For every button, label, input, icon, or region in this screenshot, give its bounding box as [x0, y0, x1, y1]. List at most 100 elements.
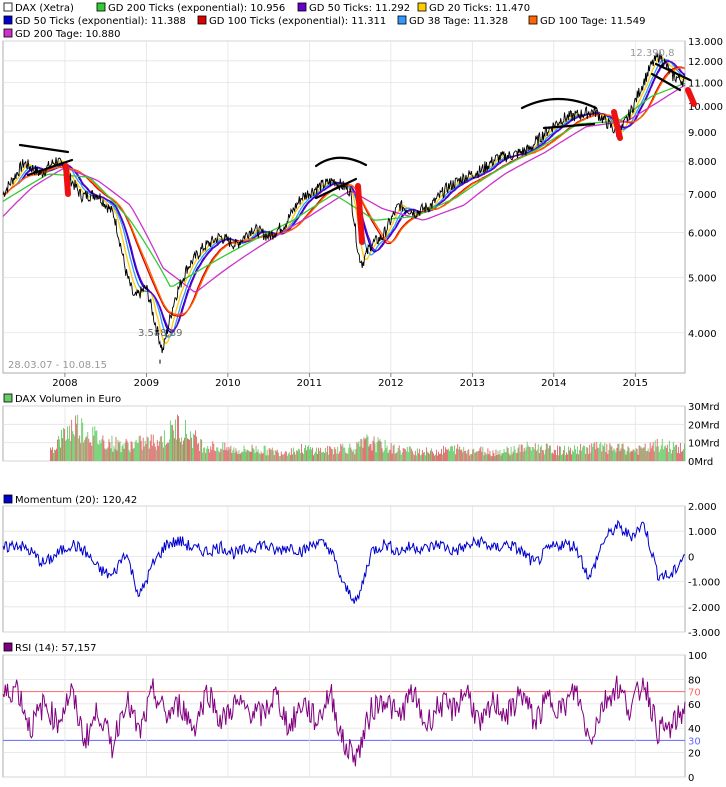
volume-bar	[550, 453, 552, 461]
volume-bar	[347, 453, 349, 461]
volume-bar	[614, 449, 616, 461]
volume-bar	[127, 443, 129, 461]
volume-bar	[283, 453, 285, 461]
highlight-mark	[611, 109, 623, 141]
volume-bar	[403, 448, 405, 461]
volume-bar	[613, 448, 615, 461]
volume-bar	[549, 445, 551, 461]
volume-bar	[182, 444, 183, 461]
volume-bar	[632, 449, 634, 461]
volume-bar	[667, 451, 669, 461]
volume-bar	[336, 453, 338, 461]
volume-bar	[548, 445, 550, 461]
momentum-y-tick-label: 1.000	[688, 527, 717, 538]
volume-bar	[375, 452, 377, 461]
volume-bar	[509, 455, 511, 461]
volume-bar	[448, 448, 450, 461]
volume-bar	[166, 442, 168, 461]
volume-bar	[657, 446, 659, 461]
volume-bar	[145, 443, 147, 461]
volume-bar	[415, 455, 417, 461]
volume-bar	[625, 454, 627, 461]
volume-bar	[406, 447, 408, 461]
volume-bar	[252, 447, 254, 461]
volume-bar	[346, 453, 348, 461]
volume-bar	[338, 453, 340, 461]
volume-bar	[409, 446, 411, 461]
volume-bar	[622, 443, 624, 461]
volume-bar	[286, 455, 288, 461]
trendline	[542, 122, 596, 130]
volume-bar	[64, 429, 66, 461]
volume-bar	[541, 449, 543, 461]
volume-bar	[250, 451, 252, 461]
price-x-tick-label: 2011	[297, 378, 322, 389]
volume-bar	[312, 447, 313, 461]
volume-bar	[121, 446, 123, 461]
volume-bar	[50, 447, 51, 461]
volume-bar	[282, 454, 284, 461]
volume-bar	[225, 449, 227, 461]
volume-bar	[441, 448, 442, 461]
volume-bar	[502, 453, 504, 461]
volume-bar	[281, 454, 283, 461]
volume-bar	[554, 450, 556, 461]
volume-bar	[143, 446, 145, 461]
volume-bar	[302, 453, 304, 461]
volume-bar	[529, 447, 531, 461]
volume-bar	[451, 445, 453, 461]
volume-bar	[318, 447, 320, 461]
volume-bar	[60, 447, 61, 461]
volume-bar	[471, 454, 473, 461]
volume-bar	[655, 446, 657, 461]
volume-bar	[445, 447, 447, 461]
volume-bar	[349, 443, 351, 461]
price-y-tick-label: 7.000	[688, 190, 717, 201]
volume-bar	[159, 436, 161, 461]
volume-y-tick-label: 0Mrd	[688, 457, 713, 468]
volume-bar	[235, 448, 237, 461]
volume-bar	[75, 415, 77, 461]
legend-item-gd200-tage: GD 200 Tage: 10.880	[3, 28, 121, 40]
volume-bar	[436, 449, 437, 461]
volume-bar	[400, 454, 402, 461]
volume-bar	[273, 455, 275, 461]
rsi-y-tick-label: 70	[688, 688, 701, 699]
volume-bar	[397, 448, 399, 461]
volume-bar	[434, 455, 435, 461]
volume-bar	[342, 443, 344, 461]
volume-bar	[128, 449, 130, 461]
legend-swatch	[297, 2, 307, 12]
volume-bar	[571, 454, 573, 461]
volume-bar	[323, 451, 325, 461]
volume-bar	[217, 447, 219, 461]
volume-bar	[382, 452, 384, 461]
momentum-y-tick-label: -2.000	[688, 603, 720, 614]
volume-bar	[521, 444, 523, 461]
volume-bar	[484, 452, 486, 461]
volume-bar	[307, 446, 308, 461]
volume-bar	[393, 444, 395, 461]
volume-y-tick-label: 10Mrd	[688, 439, 720, 450]
volume-bar	[67, 426, 69, 461]
volume-bar	[561, 454, 562, 461]
volume-bar	[455, 454, 457, 461]
volume-bar	[443, 446, 445, 461]
volume-bar	[369, 444, 371, 461]
volume-bar	[263, 446, 265, 461]
volume-bar	[567, 454, 568, 461]
volume-bar	[378, 440, 380, 461]
volume-bar	[246, 449, 248, 461]
volume-bar	[500, 455, 502, 461]
ma-gd200-tage	[2, 84, 686, 293]
volume-bar	[626, 451, 628, 461]
volume-bar	[241, 451, 243, 461]
volume-bar	[472, 449, 474, 461]
volume-bar	[661, 438, 663, 461]
volume-bar	[224, 442, 226, 461]
volume-bar	[332, 449, 334, 461]
volume-bar	[537, 444, 539, 461]
volume-bar	[362, 447, 364, 461]
volume-bar	[213, 443, 215, 461]
rsi-layer	[2, 675, 686, 767]
